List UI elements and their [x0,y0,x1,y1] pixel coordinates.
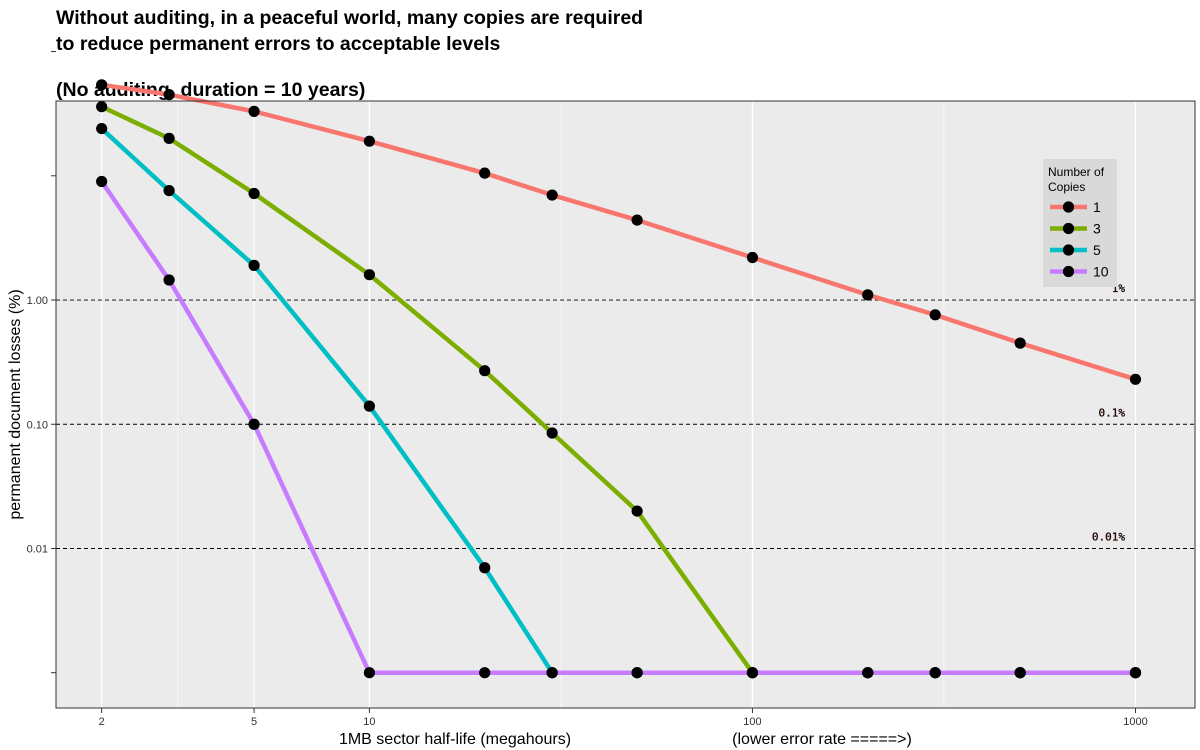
data-point-10-copies [546,667,558,679]
chart-title-line2: to reduce permanent errors to acceptable… [56,33,501,55]
data-point-1-copies [1129,373,1142,385]
y-tick-label: 0.01 [27,543,48,555]
data-point-1-copies [96,79,108,91]
x-tick-label: 10 [363,716,375,728]
legend-item-5-copies: 5 [1050,242,1101,258]
x-tick-label: 1000 [1123,716,1147,728]
data-point-5-copies [363,400,375,412]
reference-line-label: 0.01% [1092,530,1125,543]
legend-label: 5 [1093,242,1101,258]
data-point-3-copies [363,269,375,281]
legend-title: Number of [1048,165,1105,179]
x-tick-label: 5 [251,716,257,728]
y-axis-title: permanent document losses (%) [7,289,24,519]
legend-title-continued: Copies [1048,180,1085,194]
series-points [96,79,1142,679]
data-point-1-copies [929,309,941,321]
data-point-10-copies [1014,667,1026,679]
reference-lines: 1%0.1%0.01% [56,282,1195,549]
data-point-1-copies [248,105,260,117]
reference-line-label: 0.1% [1099,406,1126,419]
data-point-1-copies [1014,337,1026,349]
data-point-10-copies [862,667,874,679]
legend: Number of Copies 1 3 5 10 [1043,159,1117,287]
data-point-3-copies [546,427,558,439]
data-point-10-copies [746,667,759,679]
data-point-1-copies [862,289,874,301]
plot-panel [56,101,1195,708]
data-point-10-copies [929,667,941,679]
y-tick-label: 1.00 [27,295,48,307]
series-lines [99,82,1137,675]
x-tick-label: 2 [99,716,105,728]
data-point-5-copies [248,259,260,271]
data-point-3-copies [631,505,643,517]
series-line-10-copies [99,180,1136,675]
legend-item-3-copies: 3 [1050,221,1101,237]
data-point-1-copies [631,214,643,226]
chart-title-line1: Without auditing, in a peaceful world, m… [56,7,644,29]
y-tick-label: 0.10 [27,419,48,431]
legend-item-1-copies: 1 [1050,199,1101,215]
major-gridlines [101,101,1137,708]
legend-background [1043,159,1117,287]
x-axis-title: 1MB sector half-life (megahours) [339,731,571,748]
data-point-1-copies [746,251,759,264]
data-point-10-copies [1129,667,1142,679]
legend-key-point [1062,201,1075,213]
y-axis: 0.01 0.10 1.00 [27,51,56,674]
legend-key-point [1062,244,1075,256]
legend-label: 3 [1093,221,1101,237]
x-tick-label: 100 [743,716,761,728]
legend-key-point [1062,222,1075,235]
data-point-3-copies [248,187,260,200]
series-line-1-copies [101,82,1137,382]
legend-item-10-copies: 10 [1050,264,1109,280]
data-point-3-copies [479,365,491,377]
legend-label: 1 [1093,199,1101,215]
x-axis-note: (lower error rate =====>) [732,731,912,748]
data-point-1-copies [163,89,175,101]
legend-key-point [1062,265,1075,278]
data-point-10-copies [96,175,108,188]
data-point-10-copies [163,274,175,286]
data-point-3-copies [163,132,175,144]
data-point-5-copies [163,185,175,197]
plot-border [55,100,1196,709]
chart-title-block: Without auditing, in a peaceful world, m… [56,5,643,103]
minor-gridlines [177,101,945,708]
data-point-10-copies [631,667,643,679]
data-point-5-copies [479,562,491,574]
data-point-1-copies [479,167,491,179]
data-point-10-copies [363,667,375,679]
data-point-5-copies [96,122,108,135]
data-point-10-copies [248,418,260,430]
x-axis: 2 5 10 100 1000 [99,708,1148,728]
legend-label: 10 [1093,264,1109,280]
chart-subtitle: (No auditing, duration = 10 years) [56,79,366,101]
data-point-1-copies [363,135,375,147]
data-point-3-copies [96,101,108,113]
data-point-10-copies [479,667,491,679]
data-point-1-copies [546,189,558,201]
